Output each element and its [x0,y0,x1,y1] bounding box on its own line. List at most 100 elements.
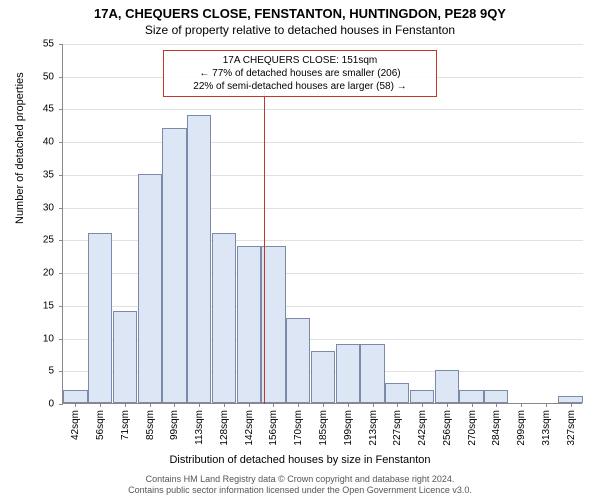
y-tick-label: 35 [0,169,54,180]
x-tick-label: 142sqm [244,410,255,446]
y-tick-label: 0 [0,399,54,410]
annotation-box: 17A CHEQUERS CLOSE: 151sqm← 77% of detac… [163,50,437,97]
y-tick-label: 5 [0,366,54,377]
y-tick [59,109,63,110]
x-tick-label: 185sqm [318,410,329,446]
x-tick-label: 227sqm [392,410,403,446]
x-axis-label: Distribution of detached houses by size … [0,454,600,466]
histogram-bar [162,128,186,403]
histogram-bar [286,318,310,403]
y-tick [59,208,63,209]
plot-region: 17A CHEQUERS CLOSE: 151sqm← 77% of detac… [62,44,582,404]
x-tick-label: 170sqm [293,410,304,446]
x-tick-label: 213sqm [368,410,379,446]
y-tick-label: 10 [0,333,54,344]
histogram-bar [311,351,335,403]
y-tick-label: 55 [0,39,54,50]
histogram-bar [484,390,508,403]
x-tick [447,403,448,407]
x-tick [100,403,101,407]
gridline [63,109,583,110]
y-tick [59,273,63,274]
x-tick [298,403,299,407]
x-tick [125,403,126,407]
y-tick [59,44,63,45]
histogram-bar [212,233,236,403]
y-tick [59,175,63,176]
x-tick-label: 313sqm [541,410,552,446]
x-tick [323,403,324,407]
histogram-bar [113,311,137,403]
y-tick-label: 50 [0,71,54,82]
annotation-line1: 17A CHEQUERS CLOSE: 151sqm [170,54,430,67]
x-tick [199,403,200,407]
x-tick [348,403,349,407]
x-tick [546,403,547,407]
x-tick [373,403,374,407]
histogram-bar [459,390,483,403]
footer-attribution: Contains HM Land Registry data © Crown c… [0,474,600,497]
histogram-bar [360,344,384,403]
gridline [63,44,583,45]
y-tick-label: 30 [0,202,54,213]
y-tick [59,306,63,307]
x-tick-label: 284sqm [491,410,502,446]
y-tick-label: 40 [0,137,54,148]
x-tick-label: 113sqm [194,410,205,445]
x-tick-label: 128sqm [219,410,230,446]
chart-area: 17A CHEQUERS CLOSE: 151sqm← 77% of detac… [62,44,582,404]
histogram-bar [435,370,459,403]
y-tick-label: 15 [0,300,54,311]
y-tick [59,77,63,78]
histogram-bar [237,246,261,403]
y-tick [59,339,63,340]
x-tick-label: 56sqm [95,410,106,440]
y-tick [59,371,63,372]
x-tick [571,403,572,407]
footer-line2: Contains public sector information licen… [128,485,472,495]
x-tick-label: 42sqm [70,410,81,440]
x-tick-label: 71sqm [120,410,131,440]
y-tick-label: 25 [0,235,54,246]
histogram-bar [138,174,162,403]
x-tick [174,403,175,407]
x-tick-label: 256sqm [442,410,453,446]
x-tick-label: 85sqm [145,410,156,440]
x-tick [224,403,225,407]
annotation-line3: 22% of semi-detached houses are larger (… [170,80,430,93]
x-tick [75,403,76,407]
x-tick-label: 327sqm [566,410,577,446]
x-tick-label: 99sqm [169,410,180,440]
x-tick-label: 156sqm [268,410,279,446]
annotation-line2: ← 77% of detached houses are smaller (20… [170,67,430,80]
histogram-bar [385,383,409,403]
footer-line1: Contains HM Land Registry data © Crown c… [146,474,455,484]
y-tick [59,404,63,405]
histogram-bar [410,390,434,403]
histogram-bar [187,115,211,403]
histogram-bar [261,246,285,403]
chart-container: 17A, CHEQUERS CLOSE, FENSTANTON, HUNTING… [0,0,600,500]
x-tick [273,403,274,407]
x-tick-label: 270sqm [467,410,478,446]
chart-subtitle: Size of property relative to detached ho… [0,21,600,37]
histogram-bar [336,344,360,403]
x-tick-label: 242sqm [417,410,428,446]
y-tick-label: 20 [0,268,54,279]
x-tick-label: 299sqm [516,410,527,446]
chart-title: 17A, CHEQUERS CLOSE, FENSTANTON, HUNTING… [0,0,600,21]
y-tick-label: 45 [0,104,54,115]
reference-line [264,91,265,404]
y-tick [59,142,63,143]
y-tick [59,240,63,241]
x-tick [397,403,398,407]
x-tick [521,403,522,407]
gridline [63,142,583,143]
x-tick [150,403,151,407]
x-tick [422,403,423,407]
x-tick [496,403,497,407]
histogram-bar [63,390,87,403]
histogram-bar [88,233,112,403]
x-tick [249,403,250,407]
x-tick [472,403,473,407]
